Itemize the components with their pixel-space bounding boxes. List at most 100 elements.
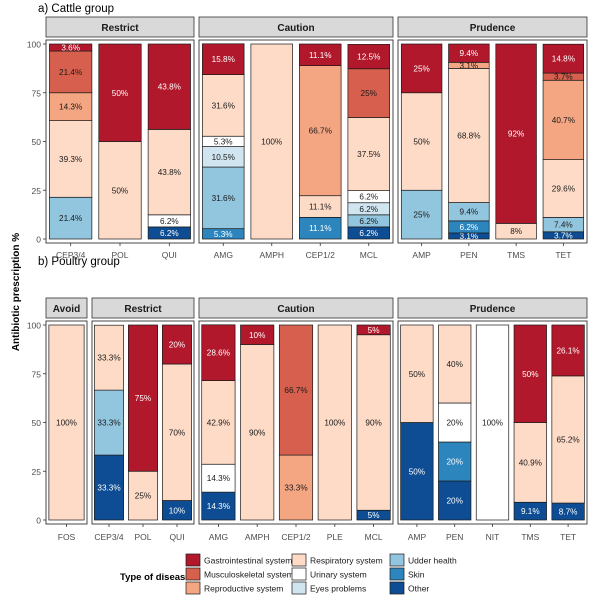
segment-label: 9.4% — [460, 49, 479, 58]
bar-segment — [356, 334, 391, 511]
x-tick-label: TMS — [507, 250, 525, 260]
segment-label: 31.6% — [212, 194, 235, 203]
facet-title: Restrict — [101, 23, 139, 34]
bar-segment — [495, 43, 537, 224]
legend-label: Eyes problems — [310, 584, 366, 594]
y-tick-label: 50 — [32, 137, 42, 147]
segment-label: 9.1% — [521, 507, 540, 516]
legend-key — [185, 567, 201, 581]
segment-label: 5.3% — [214, 137, 233, 146]
x-tick-label: CEP1/2 — [281, 532, 311, 542]
segment-label: 14.3% — [207, 474, 230, 483]
segment-label: 11.1% — [309, 51, 332, 60]
bar-segment — [278, 324, 314, 456]
chart-panels: 0 25 50 75 100 Restrict 21.4% 39.3% 14.3% 21.4% 3.… — [27, 16, 588, 542]
segment-label: 6.2% — [359, 193, 378, 202]
x-tick-label: AMPH — [245, 532, 270, 542]
legend-label: Respiratory system — [310, 556, 383, 566]
bar-segment — [400, 189, 443, 240]
segment-label: 21.4% — [59, 214, 82, 223]
segment-label: 14.8% — [552, 55, 575, 64]
legend-key — [389, 567, 405, 581]
segment-label: 20% — [169, 341, 185, 350]
bar-segment — [48, 324, 85, 521]
bar-segment — [542, 159, 585, 218]
x-tick-label: TET — [555, 250, 571, 260]
x-tick-label: FOS — [58, 532, 76, 542]
segment-label: 28.6% — [207, 349, 230, 358]
segment-label: 37.5% — [357, 150, 380, 159]
cattle-panel-title: a) Cattle group — [38, 3, 114, 15]
legend-key — [291, 581, 307, 595]
bar-segment — [513, 324, 547, 423]
legend-key — [389, 553, 405, 567]
segment-label: 6.2% — [359, 205, 378, 214]
segment-label: 14.3% — [59, 103, 82, 112]
segment-label: 66.7% — [284, 386, 307, 395]
bar-segment — [49, 50, 93, 94]
bar-segment — [299, 43, 342, 66]
segment-label: 39.3% — [59, 155, 82, 164]
segment-label: 11.1% — [309, 203, 332, 212]
segment-label: 8.7% — [559, 508, 578, 517]
bar-segment — [438, 441, 472, 482]
bar-segment — [94, 454, 124, 521]
segment-label: 25% — [135, 492, 151, 501]
facet-strip — [198, 297, 394, 319]
x-tick-label: MCL — [360, 250, 378, 260]
bar-segment — [147, 129, 191, 216]
facet-title: Prudence — [470, 23, 516, 34]
segment-label: 50% — [112, 186, 128, 195]
segment-label: 10.5% — [212, 153, 235, 162]
x-tick-label: TMS — [521, 532, 539, 542]
facet-strip — [91, 297, 195, 319]
bar-segment — [49, 43, 93, 52]
segment-label: 50% — [112, 89, 128, 98]
bar-segment — [400, 324, 434, 423]
legend-label: Urinary system — [310, 570, 367, 580]
x-tick-label: PLE — [327, 532, 343, 542]
segment-label: 25% — [413, 64, 429, 73]
bar-segment — [98, 43, 142, 142]
segment-label: 40% — [447, 360, 463, 369]
segment-label: 43.8% — [158, 83, 181, 92]
bar-segment — [448, 68, 490, 203]
bar-segment — [201, 324, 236, 381]
segment-label: 40.7% — [552, 116, 575, 125]
segment-label: 33.3% — [97, 419, 120, 428]
facet-title: Caution — [277, 23, 314, 34]
segment-label: 68.8% — [457, 131, 480, 140]
bar-segment — [128, 324, 158, 472]
facet-strip — [45, 297, 88, 319]
segment-label: 50% — [409, 370, 425, 379]
segment-label: 14.3% — [207, 502, 230, 511]
bar-segment — [202, 74, 245, 137]
segment-label: 10% — [249, 331, 265, 340]
segment-label: 26.1% — [556, 346, 579, 355]
facet-title: Prudence — [470, 304, 516, 315]
y-tick-label: 100 — [27, 40, 41, 50]
segment-label: 20% — [447, 458, 463, 467]
bar-segment — [475, 324, 510, 521]
facet-strip — [198, 16, 394, 38]
segment-label: 10% — [169, 506, 185, 515]
segment-label: 100% — [56, 419, 77, 428]
facet-title: Caution — [277, 304, 314, 315]
segment-label: 75% — [135, 394, 151, 403]
segment-label: 100% — [482, 419, 503, 428]
bar-segment — [356, 324, 391, 336]
bar-segment — [299, 65, 342, 197]
facet-strip — [397, 16, 588, 38]
legend-key — [291, 553, 307, 567]
segment-label: 3.1% — [460, 61, 479, 70]
segment-label: 3.1% — [460, 232, 479, 241]
segment-label: 90% — [249, 428, 265, 437]
segment-label: 65.2% — [556, 435, 579, 444]
segment-label: 3.7% — [554, 231, 573, 240]
y-tick-label: 100 — [27, 321, 41, 331]
bar-segment — [201, 463, 236, 493]
x-tick-label: AMPH — [259, 250, 284, 260]
legend-key — [185, 553, 201, 567]
legend: Type of disease Gastrointestinal system M… — [120, 553, 457, 595]
